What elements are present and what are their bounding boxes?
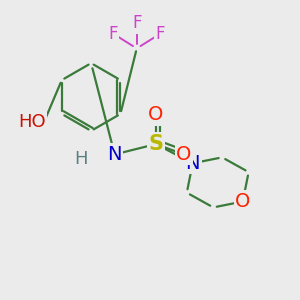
Text: O: O [235,192,250,211]
Text: F: F [156,25,165,43]
Text: S: S [148,134,164,154]
Text: H: H [74,150,88,168]
Text: N: N [185,154,200,173]
Text: N: N [107,145,122,164]
Text: F: F [108,25,118,43]
Text: F: F [132,14,142,32]
Text: O: O [176,145,191,164]
Text: O: O [148,105,164,124]
Text: HO: HO [18,113,46,131]
